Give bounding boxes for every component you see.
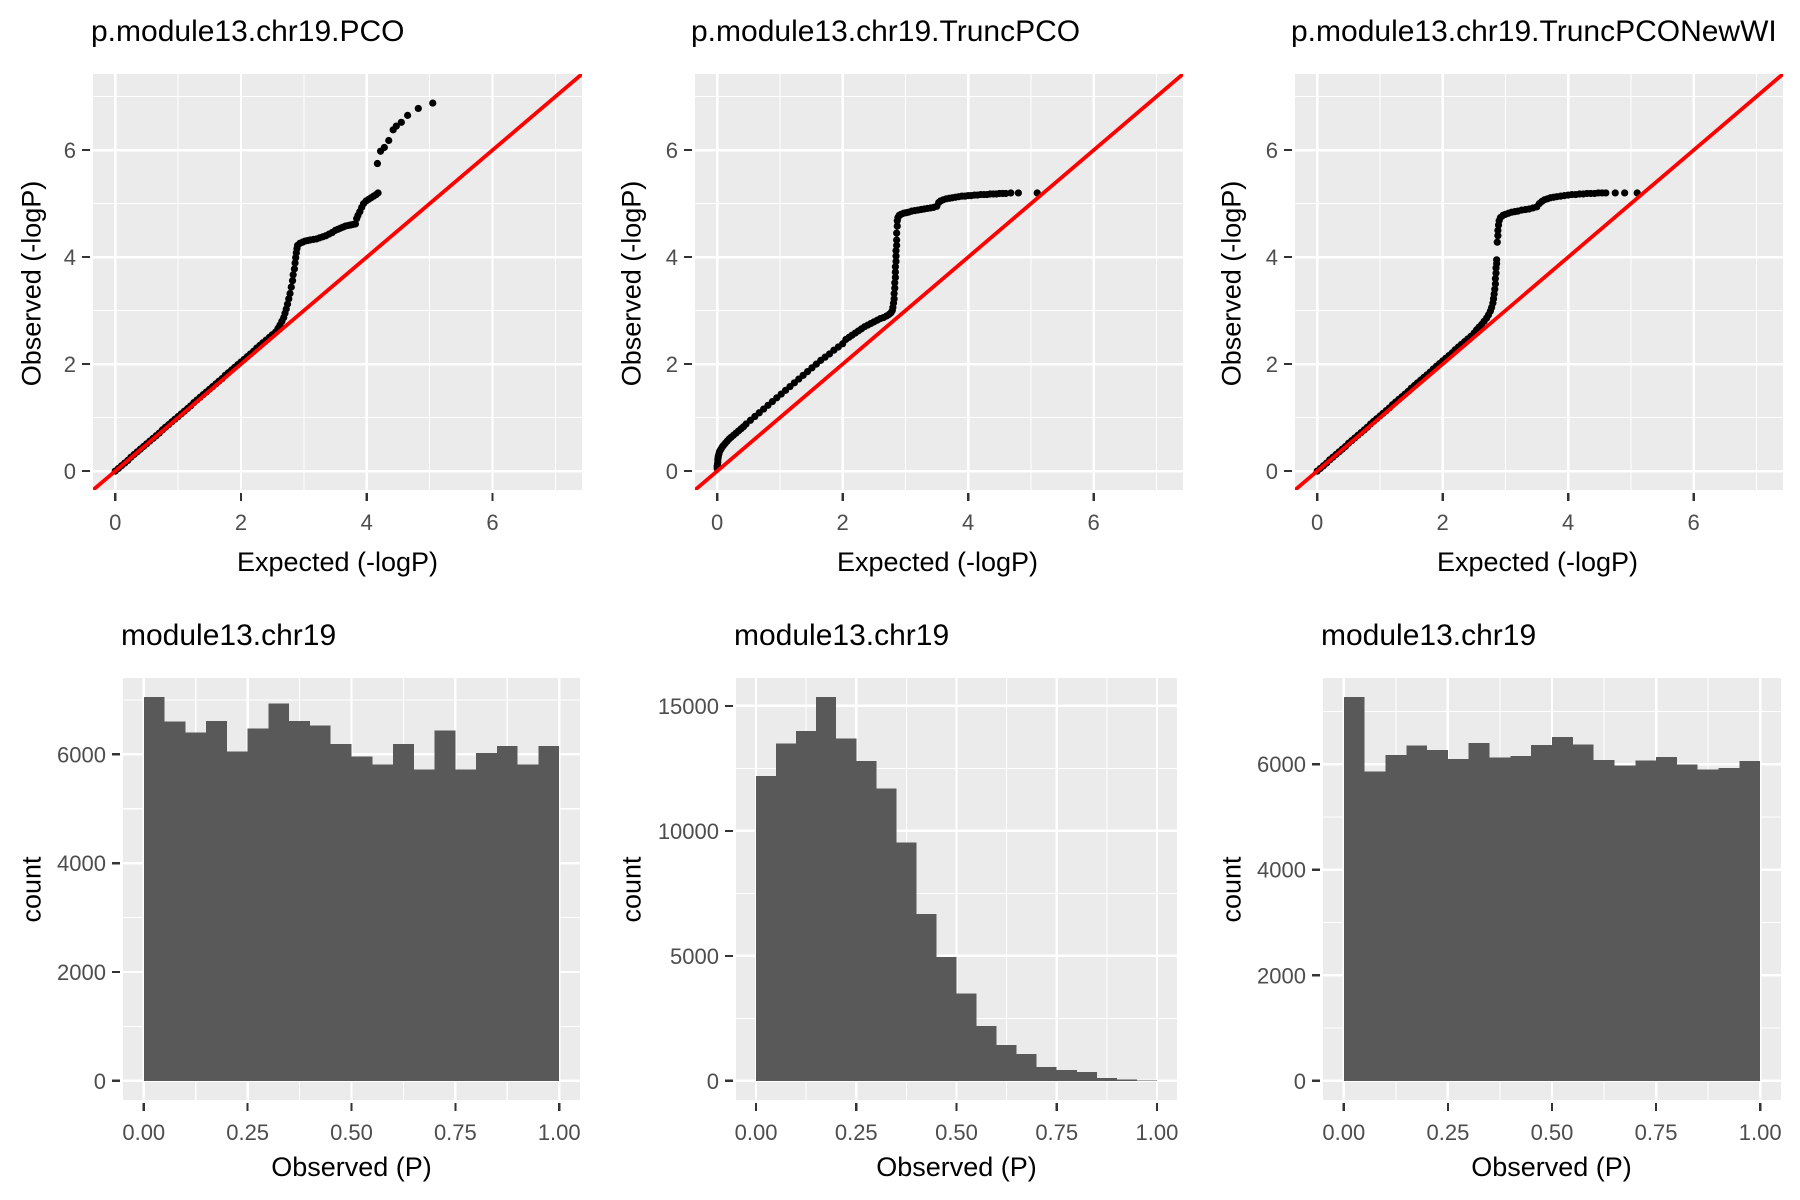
y-axis-title: count	[1216, 856, 1247, 923]
svg-text:0: 0	[1266, 459, 1278, 484]
svg-text:4: 4	[361, 510, 373, 535]
svg-text:2: 2	[64, 352, 76, 377]
svg-text:0: 0	[666, 459, 678, 484]
svg-text:5000: 5000	[670, 944, 719, 969]
svg-text:4000: 4000	[1257, 858, 1306, 883]
svg-text:4000: 4000	[57, 851, 106, 876]
svg-text:0.25: 0.25	[226, 1120, 269, 1145]
hist-truncpco-canvas: 0.00 0.25 0.50 0.75 1.00 0 5000 10000 15000	[658, 678, 1179, 1145]
x-axis-title: Observed (P)	[1471, 1152, 1632, 1182]
y-axis-title: Observed (-logP)	[1216, 180, 1247, 387]
svg-text:0.50: 0.50	[935, 1120, 978, 1145]
svg-text:0.75: 0.75	[1035, 1120, 1078, 1145]
hist-truncpconewwi: 0.00 0.25 0.50 0.75 1.00 0 2000 4000 6000 module…	[1200, 600, 1800, 1200]
plot-title: module13.chr19	[734, 619, 950, 652]
svg-text:0: 0	[64, 459, 76, 484]
svg-text:2000: 2000	[57, 960, 106, 985]
y-axis-title: Observed (-logP)	[616, 180, 647, 387]
svg-text:0.00: 0.00	[1322, 1120, 1365, 1145]
svg-text:2000: 2000	[1257, 963, 1306, 988]
qq-plot-pco: 0 2 4 6 0 2 4 6 p.module13.chr19.PCO Observed (…	[0, 0, 600, 600]
qq-plot-pco-canvas: 0 2 4 6 0 2 4 6	[64, 74, 582, 535]
y-axis-title: count	[16, 856, 47, 923]
svg-text:6000: 6000	[57, 742, 106, 767]
svg-text:6: 6	[64, 138, 76, 163]
svg-text:0: 0	[94, 1069, 106, 1094]
svg-text:2: 2	[666, 352, 678, 377]
x-axis-title: Expected (-logP)	[836, 547, 1039, 577]
svg-text:0.00: 0.00	[735, 1120, 778, 1145]
svg-text:4: 4	[962, 510, 974, 535]
x-axis-title: Expected (-logP)	[1436, 547, 1639, 577]
svg-text:0: 0	[109, 510, 121, 535]
svg-text:0.00: 0.00	[122, 1120, 165, 1145]
svg-text:0.25: 0.25	[1426, 1120, 1469, 1145]
svg-text:2: 2	[1437, 510, 1449, 535]
svg-text:0.25: 0.25	[835, 1120, 878, 1145]
plot-title: module13.chr19	[121, 619, 337, 652]
svg-text:4: 4	[666, 245, 678, 270]
svg-text:6: 6	[666, 138, 678, 163]
qq-plot-truncpco-canvas: 0 2 4 6 0 2 4 6	[666, 74, 1183, 535]
svg-text:0.75: 0.75	[1635, 1120, 1678, 1145]
svg-text:1.00: 1.00	[1739, 1120, 1782, 1145]
svg-text:2: 2	[837, 510, 849, 535]
svg-text:1.00: 1.00	[538, 1120, 581, 1145]
qq-plot-truncpco: 0 2 4 6 0 2 4 6 p.module13.chr19.TruncPCO Obser…	[600, 0, 1200, 600]
svg-text:4: 4	[1266, 245, 1278, 270]
svg-text:10000: 10000	[658, 819, 719, 844]
qq-plot-truncpconewwi-canvas: 0 2 4 6 0 2 4 6	[1266, 74, 1783, 535]
svg-text:2: 2	[235, 510, 247, 535]
plot-title: p.module13.chr19.TruncPCO	[691, 15, 1081, 48]
svg-text:0.75: 0.75	[434, 1120, 477, 1145]
plot-title: module13.chr19	[1321, 619, 1537, 652]
y-axis-title: count	[616, 856, 647, 923]
svg-text:0: 0	[711, 510, 723, 535]
svg-text:1.00: 1.00	[1136, 1120, 1179, 1145]
y-axis-title: Observed (-logP)	[16, 180, 47, 387]
hist-pco: 0.00 0.25 0.50 0.75 1.00 0 2000 4000 6000 module…	[0, 600, 600, 1200]
svg-text:6: 6	[486, 510, 498, 535]
hist-truncpco: 0.00 0.25 0.50 0.75 1.00 0 5000 10000 15000 modu…	[600, 600, 1200, 1200]
hist-pco-canvas: 0.00 0.25 0.50 0.75 1.00 0 2000 4000 6000	[57, 678, 581, 1145]
svg-text:6: 6	[1688, 510, 1700, 535]
svg-text:6: 6	[1088, 510, 1100, 535]
svg-text:6000: 6000	[1257, 752, 1306, 777]
x-axis-title: Observed (P)	[271, 1152, 432, 1182]
svg-text:4: 4	[1562, 510, 1574, 535]
svg-text:15000: 15000	[658, 694, 719, 719]
plot-title: p.module13.chr19.PCO	[91, 15, 405, 48]
svg-text:6: 6	[1266, 138, 1278, 163]
svg-text:2: 2	[1266, 352, 1278, 377]
plot-title: p.module13.chr19.TruncPCONewWI	[1291, 15, 1777, 48]
x-axis-title: Expected (-logP)	[236, 547, 439, 577]
svg-text:4: 4	[64, 245, 76, 270]
svg-text:0.50: 0.50	[330, 1120, 373, 1145]
hist-truncpconewwi-canvas: 0.00 0.25 0.50 0.75 1.00 0 2000 4000 6000	[1257, 678, 1782, 1145]
svg-text:0: 0	[1294, 1069, 1306, 1094]
svg-text:0.50: 0.50	[1531, 1120, 1574, 1145]
svg-text:0: 0	[707, 1069, 719, 1094]
x-axis-title: Observed (P)	[876, 1152, 1037, 1182]
svg-text:0: 0	[1311, 510, 1323, 535]
